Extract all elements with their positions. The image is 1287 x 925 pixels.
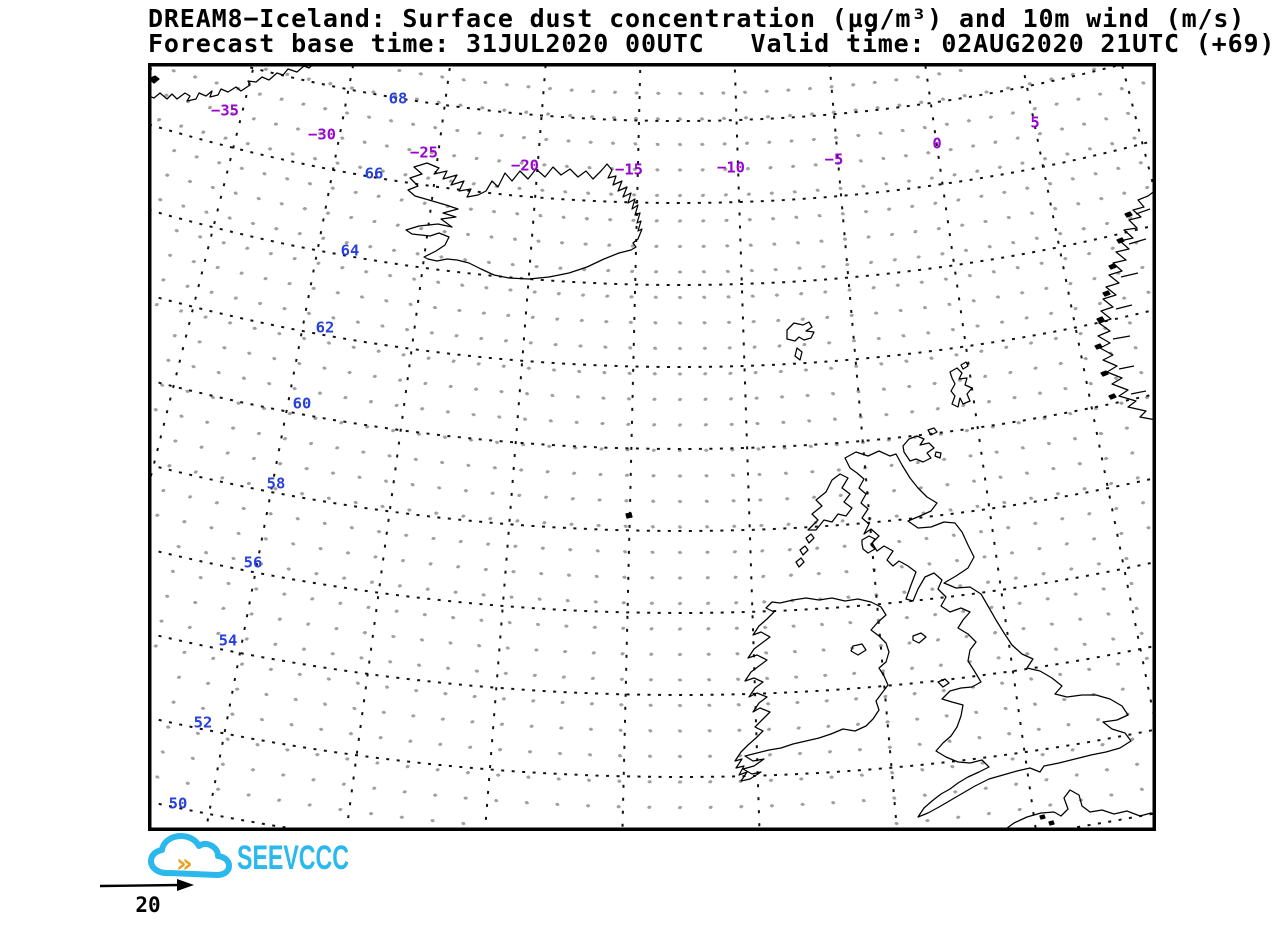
scale-label: 20 — [135, 893, 160, 917]
coastline-ireland — [734, 597, 890, 782]
map-frame — [148, 63, 1156, 831]
forecast-base-time: Forecast base time: 31JUL2020 00UTC — [148, 29, 705, 58]
meridian-line — [150, 65, 256, 484]
seevccc-logo: » SEEVCCC — [148, 833, 349, 879]
latitude-label: 52 — [194, 714, 213, 732]
longitude-labels: −35 −30 −25 −20 −15 −10 −5 0 5 — [211, 102, 1040, 179]
logo-text: SEEVCCC — [237, 839, 349, 877]
longitude-label: −35 — [211, 102, 239, 120]
coastline-greenland-islet — [150, 75, 160, 84]
coastline-great-britain — [844, 450, 1132, 818]
latitude-label: 50 — [169, 795, 188, 813]
parallel-line — [150, 294, 1154, 369]
latitude-label: 62 — [316, 319, 335, 337]
valid-time: Valid time: 02AUG2020 21UTC (+69) — [750, 29, 1276, 58]
meridian-line — [1120, 65, 1154, 192]
parallel-line — [150, 716, 1154, 779]
coastline-norway — [1097, 190, 1154, 421]
parallel-line — [150, 379, 1154, 451]
cloud-icon — [148, 833, 232, 878]
longitude-label: −20 — [511, 157, 539, 175]
longitude-label: −15 — [615, 161, 643, 179]
meridian-line — [924, 65, 1037, 829]
coastline-orkney-islet-2 — [934, 451, 942, 459]
coastline-shetland — [949, 367, 973, 408]
coastline-faroe-islet — [794, 347, 803, 361]
wind-vector-field — [153, 67, 1151, 826]
meridian-line — [1021, 65, 1154, 722]
coastline-lewis-harris — [807, 473, 853, 531]
meridian-line — [345, 65, 452, 829]
coastline-orkney — [902, 435, 935, 463]
meridian-line — [733, 65, 761, 829]
parallel-line — [150, 548, 1154, 615]
coastline-isle-of-man — [912, 632, 927, 644]
coastline-rockall-islet — [625, 512, 633, 519]
latitude-label: 64 — [341, 242, 360, 260]
meridian-line — [150, 65, 154, 76]
chart-title: DREAM8−Iceland: Surface dust concentrati… — [148, 4, 1246, 33]
parallel-line — [150, 463, 1154, 533]
meridian-line — [484, 65, 547, 829]
scale-arrow-head — [177, 879, 194, 891]
parallel-line — [236, 65, 1124, 123]
coastline-france — [1004, 789, 1154, 829]
longitude-label: −10 — [717, 159, 745, 177]
wind-scale: 20 — [99, 879, 194, 917]
coastlines — [150, 65, 1154, 829]
parallel-line — [61, 0, 1226, 39]
latitude-label: 68 — [389, 90, 408, 108]
meridian-line — [204, 65, 355, 829]
meridian-line — [828, 65, 898, 829]
coastline-orkney-islet-1 — [927, 427, 938, 436]
coastline-greenland — [150, 65, 314, 102]
coastline-norway-islets — [1094, 211, 1133, 400]
longitude-label: −5 — [825, 151, 844, 169]
longitude-label: −30 — [308, 126, 336, 144]
parallel-line — [150, 632, 1154, 697]
coastline-channel-islands — [1039, 814, 1055, 826]
meridian-line — [0, 0, 103, 798]
scale-arrow-shaft — [99, 883, 181, 888]
coastline-norway-fjords — [1112, 208, 1151, 395]
longitude-label: 0 — [932, 135, 941, 153]
coastline-faroe-main — [786, 321, 815, 342]
coastline-anglesey — [937, 678, 950, 688]
coastline-uist-chain — [795, 533, 815, 568]
chevron-icon: » — [176, 849, 193, 879]
longitude-label: −25 — [410, 144, 438, 162]
latitude-labels: 68 66 64 62 60 58 56 54 52 50 — [169, 90, 408, 813]
latitude-label: 60 — [293, 395, 312, 413]
coastline-shetland-islet — [960, 361, 969, 370]
coastline-skye — [861, 535, 876, 554]
latitude-label: 58 — [267, 475, 286, 493]
meridian-line — [1184, 0, 1287, 838]
parallel-line — [150, 123, 1154, 205]
latitude-label: 66 — [365, 165, 384, 183]
chart-subtitle: Forecast base time: 31JUL2020 00UTC Valid… — [148, 29, 1276, 58]
parallel-line — [150, 209, 1154, 287]
longitude-label: 5 — [1030, 114, 1039, 132]
meridian-line — [621, 65, 642, 829]
latitude-label: 56 — [244, 554, 263, 572]
coastline-iceland — [405, 162, 643, 280]
latitude-label: 54 — [219, 632, 238, 650]
coastline-lough-neagh — [850, 643, 867, 656]
